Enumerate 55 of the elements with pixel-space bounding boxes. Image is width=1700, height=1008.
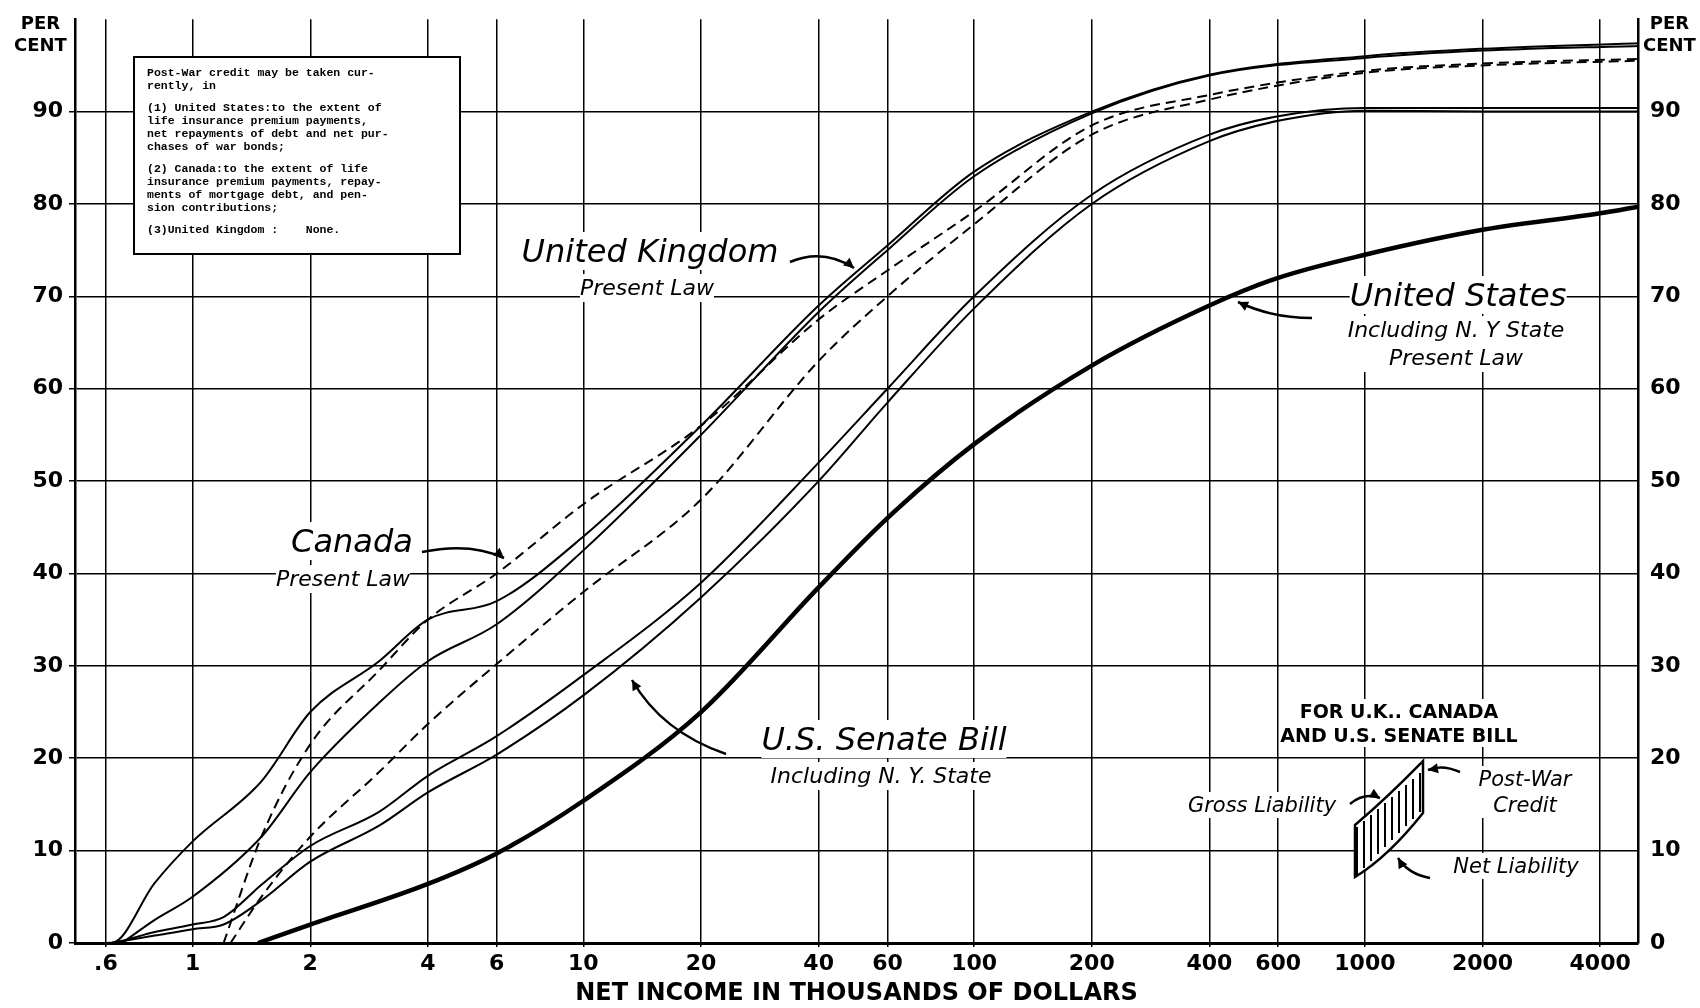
annotation: FOR U.K.. CANADA AND U.S. SENATE BILL bbox=[1280, 699, 1518, 747]
y-tick-label: 20 bbox=[32, 743, 63, 769]
y2-tick-label: 80 bbox=[1650, 189, 1681, 215]
x-tick-label: 1000 bbox=[1334, 949, 1396, 975]
y-axis-title: PER CENT bbox=[14, 12, 67, 56]
annotation: Present Law bbox=[275, 565, 411, 593]
y2-tick-label: 10 bbox=[1650, 836, 1681, 862]
annotation: Present Law bbox=[579, 274, 715, 302]
x-tick-label: 4000 bbox=[1569, 949, 1631, 975]
y2-tick-label: 60 bbox=[1650, 374, 1681, 400]
x-tick-label: 100 bbox=[951, 949, 998, 975]
x-tick-label: 2000 bbox=[1451, 949, 1514, 975]
x-tick-label: 400 bbox=[1186, 949, 1233, 975]
annotation: (2) Canada:to the extent of life insurance premium payments, repay- ments of mortgage debt, and pen- sion contributions; bbox=[147, 162, 383, 214]
x-tick-label: 1 bbox=[184, 949, 201, 975]
y2-tick-label: 40 bbox=[1650, 559, 1681, 585]
x-tick-label: 2 bbox=[302, 949, 318, 975]
legend-label: United States bbox=[1349, 276, 1567, 314]
y2-tick-label: 30 bbox=[1650, 651, 1681, 677]
y2-tick-label: 20 bbox=[1650, 743, 1681, 769]
y-tick-label: 80 bbox=[32, 189, 63, 215]
annotation: Post-War credit may be taken cur- rently, in bbox=[147, 66, 376, 92]
y2-tick-label: 50 bbox=[1650, 466, 1681, 492]
x-tick-label: .6 bbox=[94, 949, 118, 975]
x-tick-label: 200 bbox=[1068, 949, 1115, 975]
annotation: Gross Liability bbox=[1187, 792, 1337, 818]
y-tick-label: 40 bbox=[32, 559, 63, 585]
y-tick-label: 0 bbox=[47, 928, 63, 954]
y-tick-label: 50 bbox=[32, 466, 63, 492]
annotation: (1) United States:to the extent of life insurance premium payments, net repayments of debt and net pur- chases of war bonds; bbox=[147, 101, 390, 153]
annotation: Including N. Y. State bbox=[770, 762, 992, 790]
x-tick-label: 10 bbox=[568, 949, 599, 975]
x-tick-label: 40 bbox=[803, 949, 834, 975]
x-tick-label: 20 bbox=[685, 949, 717, 975]
annotation: Net Liability bbox=[1453, 853, 1579, 879]
y-tick-label: 60 bbox=[32, 374, 63, 400]
x-tick-label: 60 bbox=[872, 949, 903, 975]
y2-tick-label: 0 bbox=[1650, 928, 1666, 954]
x-tick-label: 6 bbox=[489, 949, 505, 975]
y2-tick-label: 70 bbox=[1650, 282, 1681, 308]
legend-label: U.S. Senate Bill bbox=[761, 720, 1007, 758]
x-tick-label: 600 bbox=[1255, 949, 1302, 975]
series-label: United Kingdom bbox=[521, 232, 779, 270]
series-label: Canada bbox=[291, 522, 413, 560]
y2-tick-label: 90 bbox=[1650, 97, 1681, 123]
y-tick-label: 90 bbox=[32, 97, 63, 123]
y-tick-label: 70 bbox=[32, 282, 63, 308]
y-tick-label: 30 bbox=[32, 651, 63, 677]
annotation: Post-War Credit bbox=[1478, 766, 1572, 818]
x-axis-title: NET INCOME IN THOUSANDS OF DOLLARS bbox=[575, 977, 1138, 1006]
annotation: (3)United Kingdom : None. bbox=[147, 223, 342, 236]
annotation: Including N. Y State Present Law bbox=[1347, 316, 1565, 372]
y-tick-label: 10 bbox=[32, 836, 63, 862]
y2-axis-title: PER CENT bbox=[1643, 12, 1696, 56]
x-tick-label: 4 bbox=[420, 949, 436, 975]
